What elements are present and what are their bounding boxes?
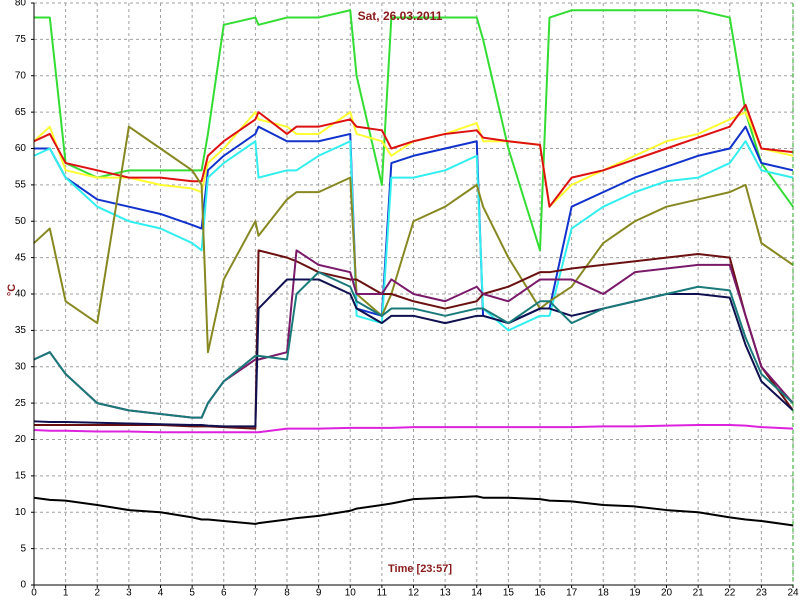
x-tick-label: 3 — [126, 588, 132, 599]
series-line — [33, 423, 794, 434]
y-tick-label: 35 — [15, 325, 27, 336]
x-tick-label: 15 — [503, 588, 515, 599]
series-line — [34, 9, 794, 252]
x-tick-label: 24 — [787, 588, 799, 599]
x-tick-label: 13 — [440, 588, 452, 599]
x-tick-label: 11 — [377, 588, 388, 599]
x-tick-label: 20 — [661, 588, 673, 599]
x-tick-label: 4 — [158, 588, 164, 599]
x-tick-label: 17 — [566, 588, 578, 599]
y-tick-label: 0 — [20, 580, 26, 591]
x-tick-label: 18 — [598, 588, 610, 599]
x-tick-label: 10 — [345, 588, 357, 599]
y-tick-label: 65 — [15, 107, 27, 118]
chart-title: Sat, 26.03.2011 — [358, 9, 443, 23]
y-tick-label: 40 — [15, 289, 27, 300]
x-tick-label: 7 — [253, 588, 259, 599]
x-tick-label: 12 — [408, 588, 420, 599]
series-line — [33, 495, 794, 527]
y-axis-label: °C — [6, 284, 18, 296]
y-tick-label: 10 — [15, 507, 27, 518]
x-tick-label: 2 — [94, 588, 100, 599]
series-line — [33, 103, 794, 208]
y-tick-label: 25 — [15, 398, 27, 409]
x-tick-label: 1 — [63, 588, 69, 599]
y-tick-label: 30 — [15, 361, 27, 372]
x-tick-label: 8 — [284, 588, 290, 599]
lines — [33, 9, 794, 527]
x-tick-label: 19 — [629, 588, 641, 599]
y-tick-label: 60 — [15, 143, 27, 154]
x-tick-label: 5 — [189, 588, 195, 599]
series-line — [33, 111, 794, 208]
y-tick-label: 75 — [15, 34, 27, 45]
x-tick-label: 6 — [221, 588, 227, 599]
y-tick-label: 80 — [15, 0, 27, 9]
y-tick-label: 20 — [15, 434, 27, 445]
y-tick-label: 45 — [15, 252, 27, 263]
x-tick-label: 22 — [724, 588, 736, 599]
y-tick-label: 5 — [20, 543, 26, 554]
y-tick-label: 15 — [15, 471, 27, 482]
x-tick-label: 14 — [471, 588, 483, 599]
y-tick-label: 70 — [15, 70, 27, 81]
x-tick-label: 9 — [316, 588, 322, 599]
x-axis-label: Time [23:57] — [388, 563, 452, 575]
x-tick-label: 16 — [534, 588, 546, 599]
y-tick-label: 55 — [15, 180, 27, 191]
x-tick-label: 0 — [31, 588, 37, 599]
series-line — [33, 271, 794, 419]
y-tick-label: 50 — [15, 216, 27, 227]
x-tick-label: 23 — [756, 588, 768, 599]
x-tick-label: 21 — [693, 588, 705, 599]
